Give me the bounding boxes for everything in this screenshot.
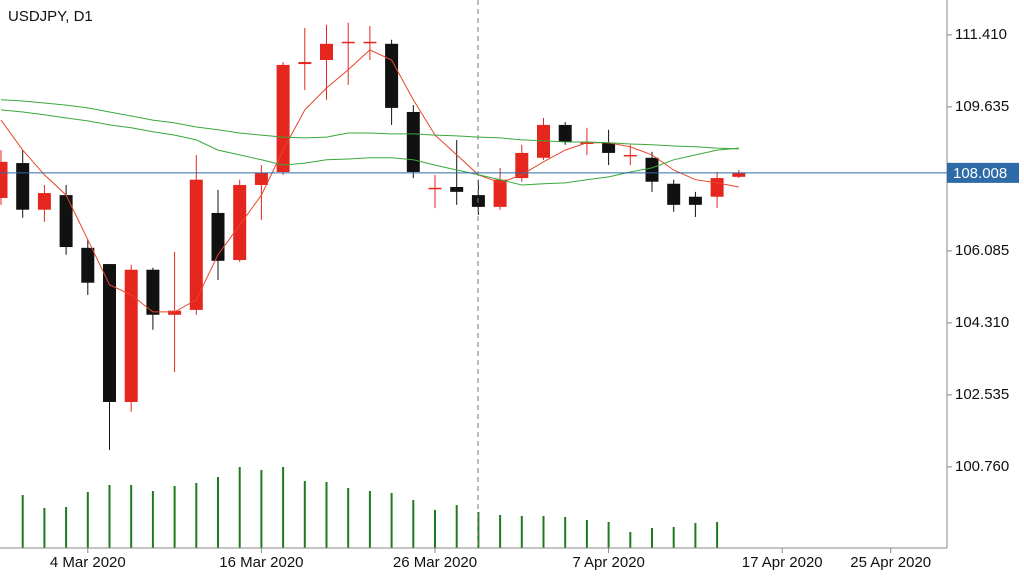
x-tick-label: 17 Apr 2020 (742, 554, 823, 571)
chart-title: USDJPY, D1 (8, 8, 93, 25)
candle-body (16, 163, 30, 210)
candle-body (493, 179, 507, 207)
candle-body (254, 172, 268, 185)
candle-body (341, 41, 355, 44)
candle-body (558, 124, 572, 142)
moving-average (0, 49, 739, 313)
candle-body (298, 62, 312, 65)
candle-body (59, 195, 73, 248)
candle-body (146, 269, 160, 315)
x-tick-label: 26 Mar 2020 (393, 554, 477, 571)
candle-body (623, 154, 637, 157)
y-tick-label: 100.760 (955, 458, 1009, 475)
candle-body (428, 187, 442, 190)
candle-body (81, 247, 95, 283)
y-tick-label: 109.635 (955, 98, 1009, 115)
candle-body (515, 152, 529, 179)
candle-body (710, 178, 724, 197)
candle-body (233, 184, 247, 261)
y-tick-label: 106.085 (955, 242, 1009, 259)
candle-body (667, 183, 681, 205)
candle-body (320, 43, 333, 61)
x-tick-label: 25 Apr 2020 (850, 554, 931, 571)
candle-body (124, 269, 138, 402)
candle-body (37, 193, 51, 210)
moving-average (0, 99, 739, 150)
last-price-box (947, 162, 1019, 183)
candle-body (189, 179, 203, 310)
candle-body (385, 43, 399, 108)
candle-body (688, 196, 702, 205)
candle-body (211, 212, 225, 261)
candle-body (645, 157, 659, 182)
candle-body (450, 186, 464, 192)
y-tick-label: 111.410 (955, 26, 1007, 43)
y-tick-label: 102.535 (955, 386, 1009, 403)
candle-body (168, 310, 182, 315)
candle-body (732, 172, 746, 177)
x-tick-label: 7 Apr 2020 (572, 554, 645, 571)
candle-body (276, 64, 290, 172)
candle-body (103, 264, 116, 402)
candle-body (602, 142, 616, 153)
x-tick-label: 16 Mar 2020 (219, 554, 303, 571)
candle-body (363, 41, 377, 44)
moving-average (0, 109, 739, 186)
last-price-label: 108.008 (953, 165, 1007, 182)
candle-body (0, 161, 8, 198)
plot-area (0, 22, 746, 548)
y-tick-label: 104.310 (955, 314, 1009, 331)
candle-body (537, 124, 550, 158)
candle-body (406, 111, 420, 172)
x-tick-label: 4 Mar 2020 (50, 554, 126, 571)
